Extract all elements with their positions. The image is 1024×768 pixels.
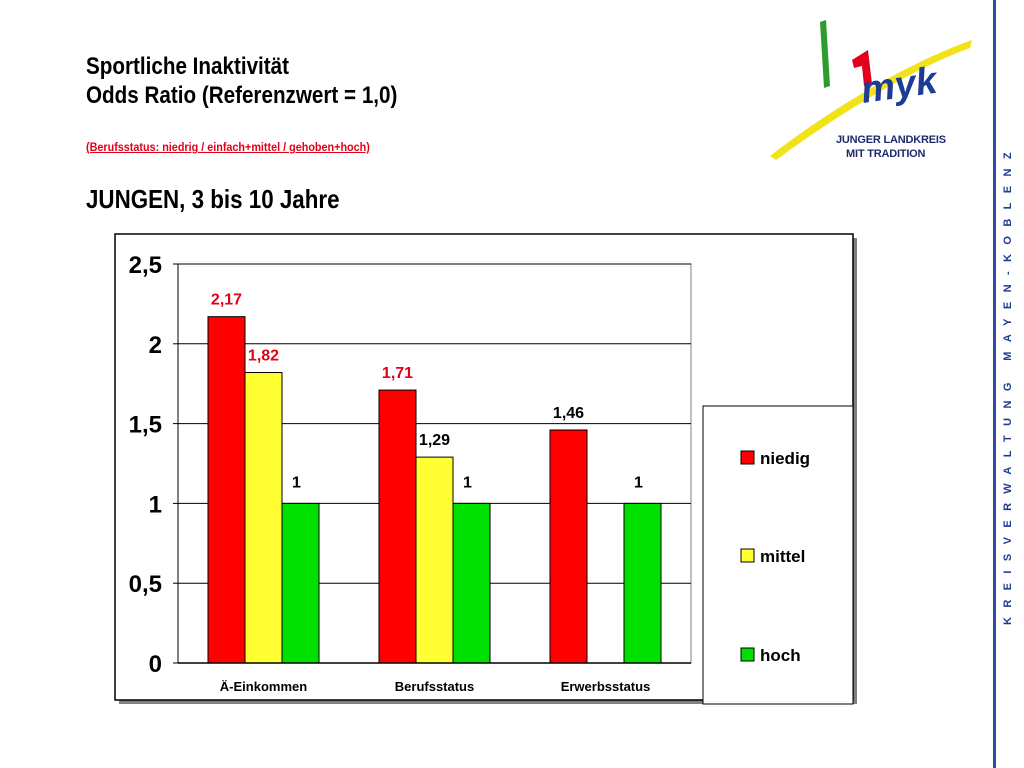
chart-subtitle: (Berufsstatus: niedrig / einfach+mittel … [86, 140, 370, 154]
y-tick-label: 2,5 [129, 252, 162, 279]
bar-niedig [207, 316, 246, 664]
data-label: 1,29 [419, 432, 450, 449]
legend-swatch-mittel [740, 548, 755, 563]
legend-label-niedig: niedig [760, 449, 810, 468]
legend-swatch-niedig [740, 450, 755, 465]
chart-svg: 0 0,5 1 1,5 2 2,5 2,17 1,82 1 Ä-Einkommen 1,71 1,29… [114, 233, 857, 705]
bar-hoch [452, 502, 491, 664]
legend-label-mittel: mittel [760, 547, 805, 566]
legend-box [702, 405, 854, 705]
logo-mark-text: myk [858, 59, 941, 111]
bar-mittel [244, 372, 283, 664]
legend-label-hoch: hoch [760, 646, 801, 665]
y-tick-label: 2 [149, 332, 162, 359]
data-label: 1 [634, 474, 643, 491]
data-label: 1 [463, 474, 472, 491]
data-label: 2,17 [211, 292, 242, 309]
side-bar [993, 0, 1024, 768]
y-tick-label: 1,5 [129, 412, 162, 439]
logo-tagline-2: MIT TRADITION [846, 148, 926, 160]
x-tick-label: Ä-Einkommen [220, 679, 307, 694]
chart-title-odds-ratio: Odds Ratio (Referenzwert = 1,0) [86, 82, 398, 109]
x-tick-label: Erwerbsstatus [561, 679, 651, 694]
legend-swatch-hoch [740, 647, 755, 662]
side-bar-text: KREISVERWALTUNG MAYEN-KOBLENZ [1002, 142, 1014, 626]
logo-yellow-swoosh [770, 40, 972, 160]
bar-mittel [415, 456, 454, 664]
bar-hoch [623, 502, 662, 664]
data-label: 1,46 [553, 405, 584, 422]
chart-title: Sportliche Inaktivität [86, 53, 290, 80]
title-block: Sportliche Inaktivität Odds Ratio (Refer… [86, 52, 448, 110]
myk-logo: myk [770, 20, 972, 160]
data-label: 1,71 [382, 365, 413, 382]
x-tick-label: Berufsstatus [395, 679, 474, 694]
bar-niedig [549, 429, 588, 664]
data-label: 1 [292, 474, 301, 491]
y-tick-label: 0 [149, 651, 162, 678]
y-tick-label: 0,5 [129, 571, 162, 598]
bar-hoch [281, 502, 320, 664]
logo-red-stroke [852, 50, 872, 86]
group-heading: JUNGEN, 3 bis 10 Jahre [86, 184, 340, 214]
data-label: 1,82 [248, 348, 279, 365]
chart-frame: 0 0,5 1 1,5 2 2,5 2,17 1,82 1 Ä-Einkommen 1,71 1,29… [114, 233, 860, 707]
logo-tagline-1: JUNGER LANDKREIS [836, 134, 946, 146]
bar-chart: 0 0,5 1 1,5 2 2,5 2,17 1,82 1 Ä-Einkommen 1,71 1,29… [114, 233, 860, 707]
logo-green-stroke [820, 20, 830, 88]
bar-niedig [378, 389, 417, 664]
y-tick-label: 1 [149, 491, 162, 518]
